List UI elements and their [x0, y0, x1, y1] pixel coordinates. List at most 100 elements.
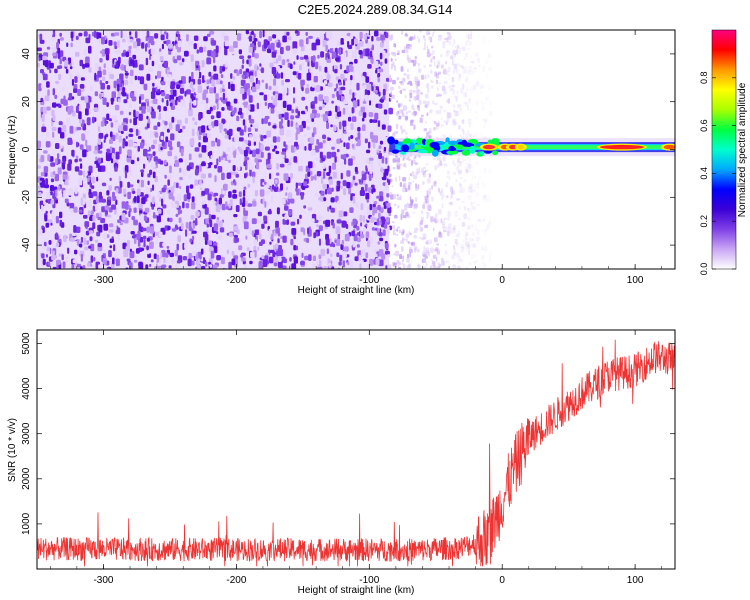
noise-speck — [87, 199, 93, 207]
noise-speck — [177, 40, 182, 48]
noise-speck — [440, 124, 444, 127]
signal-blob — [446, 150, 459, 155]
noise-speck — [478, 64, 481, 67]
spectrogram-x-tick-label: -200 — [226, 275, 246, 286]
noise-speck — [150, 48, 156, 55]
noise-speck — [360, 249, 366, 257]
noise-speck — [191, 71, 194, 80]
noise-speck — [52, 88, 55, 96]
noise-speck — [206, 132, 212, 138]
noise-speck — [468, 186, 470, 190]
noise-speck — [55, 242, 60, 247]
noise-speck — [272, 34, 277, 39]
signal-blob — [391, 149, 399, 154]
noise-speck — [53, 255, 58, 259]
noise-speck — [263, 117, 268, 124]
noise-speck — [339, 48, 342, 56]
noise-speck — [396, 77, 400, 81]
noise-speck — [143, 163, 146, 169]
noise-speck — [365, 192, 370, 200]
noise-speck — [416, 36, 419, 39]
noise-speck — [475, 184, 480, 189]
noise-speck — [462, 246, 465, 250]
noise-speck — [151, 60, 155, 67]
noise-speck — [304, 109, 307, 114]
noise-speck — [488, 196, 492, 202]
noise-speck — [396, 260, 400, 264]
noise-speck — [401, 109, 404, 114]
noise-speck — [98, 93, 102, 99]
noise-speck — [135, 111, 139, 117]
noise-speck — [110, 131, 113, 138]
noise-speck — [410, 120, 414, 126]
noise-speck — [397, 226, 401, 229]
noise-speck — [481, 267, 486, 269]
noise-speck — [467, 163, 472, 169]
noise-speck — [470, 190, 475, 193]
noise-speck — [254, 190, 258, 197]
noise-speck — [144, 207, 150, 213]
noise-speck — [219, 122, 223, 130]
noise-speck — [133, 238, 137, 244]
noise-speck — [379, 140, 383, 145]
noise-speck — [418, 100, 422, 105]
noise-speck — [159, 197, 162, 203]
noise-speck — [421, 237, 425, 241]
noise-speck — [401, 259, 405, 263]
noise-speck — [413, 157, 416, 162]
noise-speck — [142, 235, 147, 240]
noise-speck — [482, 66, 485, 73]
noise-speck — [109, 74, 115, 80]
noise-speck — [45, 141, 51, 148]
noise-speck — [200, 100, 205, 105]
noise-speck — [74, 76, 78, 83]
noise-speck — [128, 45, 132, 49]
noise-speck — [191, 128, 195, 137]
noise-speck — [239, 88, 245, 94]
noise-speck — [488, 39, 491, 46]
noise-speck — [38, 185, 41, 190]
noise-speck — [193, 92, 196, 96]
noise-speck — [230, 73, 233, 79]
noise-speck — [452, 49, 457, 55]
noise-speck — [130, 159, 135, 165]
noise-speck — [85, 37, 91, 44]
noise-speck — [463, 101, 468, 104]
noise-speck — [225, 201, 228, 208]
noise-speck — [468, 262, 472, 266]
noise-speck — [261, 255, 265, 260]
noise-speck — [441, 64, 444, 69]
noise-speck — [464, 52, 469, 58]
noise-speck — [78, 32, 83, 37]
noise-speck — [393, 43, 397, 48]
noise-speck — [401, 30, 404, 35]
noise-speck — [409, 173, 412, 177]
noise-speck — [312, 263, 316, 268]
noise-speck — [451, 84, 455, 88]
noise-speck — [201, 162, 206, 167]
noise-speck — [431, 85, 434, 89]
noise-speck — [253, 134, 258, 143]
noise-speck — [479, 175, 482, 178]
noise-speck — [404, 115, 408, 121]
noise-speck — [261, 79, 265, 83]
snr-y-tick-label: 2000 — [21, 467, 32, 490]
noise-speck — [171, 116, 175, 123]
noise-speck — [405, 32, 407, 35]
noise-speck — [125, 51, 129, 58]
noise-speck — [326, 122, 329, 129]
noise-speck — [446, 170, 450, 175]
noise-speck — [365, 165, 368, 171]
noise-speck — [307, 227, 310, 235]
colorbar-tick-label: 0.8 — [699, 72, 709, 85]
noise-speck — [217, 166, 223, 173]
noise-speck — [117, 90, 122, 97]
noise-speck — [375, 69, 378, 74]
noise-speck — [230, 80, 234, 84]
noise-speck — [83, 214, 88, 219]
noise-speck — [458, 124, 461, 130]
noise-speck — [161, 198, 164, 207]
noise-speck — [270, 74, 273, 81]
noise-speck — [394, 65, 397, 71]
noise-speck — [236, 33, 242, 41]
